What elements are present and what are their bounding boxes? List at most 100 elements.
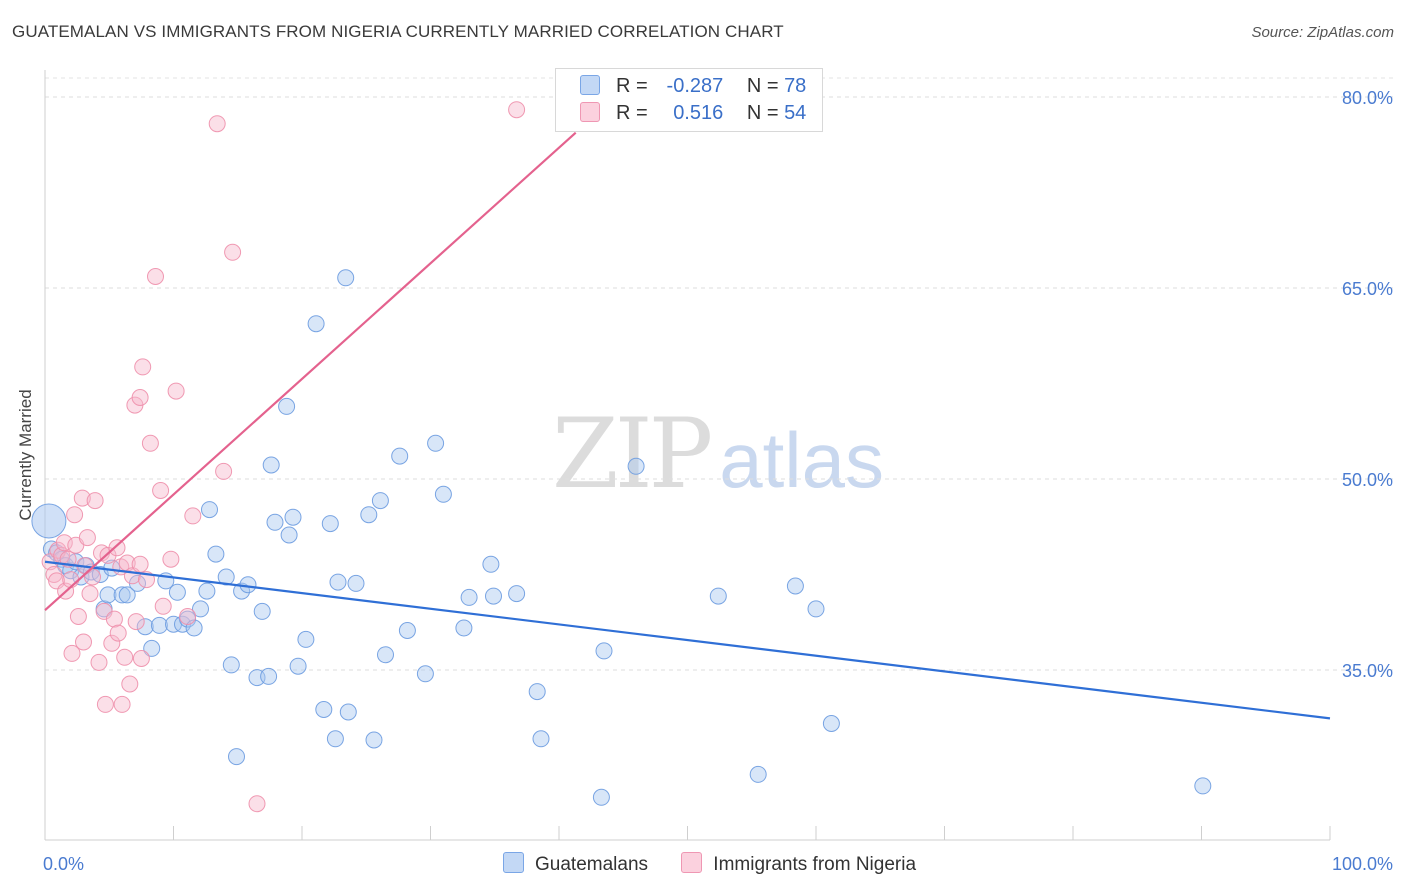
x-tick-label: 100.0% <box>1332 854 1393 874</box>
point-guatemalans <box>207 545 225 563</box>
point-guatemalans <box>321 515 339 533</box>
point-nigeria <box>208 115 226 133</box>
legend-swatch-blue <box>503 852 524 873</box>
point-nigeria <box>154 597 172 615</box>
x-tick-label: 0.0% <box>43 854 84 874</box>
point-nigeria <box>75 633 92 651</box>
series-legend: Guatemalans Immigrants from Nigeria <box>503 852 944 876</box>
point-nigeria <box>90 653 108 671</box>
point-guatemalans <box>434 485 452 503</box>
legend-label: Guatemalans <box>535 854 649 875</box>
axes <box>44 70 1331 841</box>
trend-line-guatemalans <box>44 560 1331 720</box>
point-nigeria <box>215 462 233 480</box>
point-guatemalans <box>528 683 546 701</box>
point-guatemalans <box>150 616 168 634</box>
point-nigeria <box>184 507 202 525</box>
point-nigeria <box>113 695 131 713</box>
point-guatemalans <box>508 585 526 603</box>
point-guatemalans <box>427 434 445 452</box>
point-guatemalans <box>222 656 240 674</box>
point-guatemalans <box>398 622 416 639</box>
point-guatemalans <box>592 788 610 806</box>
point-guatemalans <box>822 715 840 732</box>
point-guatemalans <box>482 555 500 573</box>
point-guatemalans <box>262 456 280 474</box>
legend-n-label: N = <box>746 75 779 97</box>
data-points <box>31 101 1212 813</box>
point-guatemalans <box>239 576 257 594</box>
point-guatemalans <box>627 457 645 475</box>
legend-r-value: -0.287 <box>666 75 724 97</box>
point-nigeria <box>69 608 87 625</box>
legend-row-guatemalans: R = -0.287 N = 78 <box>580 75 806 101</box>
trend-lines <box>44 131 1331 720</box>
point-nigeria <box>162 550 180 568</box>
watermark-atlas: atlas <box>719 416 884 504</box>
point-guatemalans <box>360 506 378 524</box>
point-guatemalans <box>455 619 473 637</box>
correlation-legend: R = -0.287 N = 78 R = 0.516 N = 54 <box>555 68 823 132</box>
point-guatemalans <box>217 568 235 586</box>
legend-r-label: R = <box>616 75 648 97</box>
legend-swatch-pink <box>580 102 600 122</box>
legend-item-guatemalans: Guatemalans <box>503 852 648 876</box>
legend-label: Immigrants from Nigeria <box>713 854 917 875</box>
point-nigeria <box>127 613 145 631</box>
point-guatemalans <box>31 503 67 539</box>
point-guatemalans <box>326 730 344 748</box>
point-nigeria <box>81 585 99 603</box>
point-nigeria <box>152 482 170 499</box>
legend-row-nigeria: R = 0.516 N = 54 <box>580 102 806 128</box>
legend-item-nigeria: Immigrants from Nigeria <box>681 852 916 876</box>
chart-title: GUATEMALAN VS IMMIGRANTS FROM NIGERIA CU… <box>12 22 784 41</box>
point-guatemalans <box>315 701 333 718</box>
point-guatemalans <box>280 526 298 544</box>
legend-swatch-blue <box>580 75 600 95</box>
point-nigeria <box>62 571 80 589</box>
point-nigeria <box>179 608 197 625</box>
point-guatemalans <box>460 588 478 606</box>
point-nigeria <box>121 675 139 693</box>
point-guatemalans <box>416 665 434 683</box>
point-nigeria <box>63 644 81 662</box>
source-credit: Source: ZipAtlas.com <box>1251 24 1394 41</box>
point-nigeria <box>109 624 127 642</box>
point-nigeria <box>116 648 134 666</box>
point-nigeria <box>248 795 266 813</box>
point-nigeria <box>508 101 526 119</box>
point-guatemalans <box>198 582 216 600</box>
point-guatemalans <box>371 492 389 510</box>
legend-n-value: 54 <box>784 102 807 124</box>
point-guatemalans <box>99 586 117 604</box>
point-guatemalans <box>136 618 154 636</box>
point-nigeria <box>224 243 242 261</box>
point-guatemalans <box>337 269 355 287</box>
point-guatemalans <box>201 501 218 519</box>
legend-r-value: 0.516 <box>673 102 724 124</box>
point-guatemalans <box>143 639 161 657</box>
point-guatemalans <box>118 586 136 604</box>
point-guatemalans <box>329 573 347 591</box>
point-nigeria <box>96 695 114 713</box>
point-guatemalans <box>532 730 550 748</box>
point-guatemalans <box>253 602 271 620</box>
point-guatemalans <box>391 447 409 465</box>
point-guatemalans <box>228 748 245 766</box>
watermark: ZIP atlas <box>552 398 884 510</box>
legend-n-value: 78 <box>784 75 807 97</box>
point-guatemalans <box>709 587 727 605</box>
point-guatemalans <box>113 586 131 604</box>
point-guatemalans <box>168 583 186 601</box>
point-guatemalans <box>1194 777 1212 795</box>
legend-r-label: R = <box>616 102 648 124</box>
point-nigeria <box>131 389 149 406</box>
point-guatemalans <box>266 513 284 531</box>
point-nigeria <box>134 358 152 376</box>
point-nigeria <box>108 539 126 557</box>
point-guatemalans <box>749 765 767 783</box>
y-tick-label: 65.0% <box>1342 279 1393 299</box>
point-guatemalans <box>284 508 302 526</box>
watermark-zip: ZIP <box>552 398 713 510</box>
